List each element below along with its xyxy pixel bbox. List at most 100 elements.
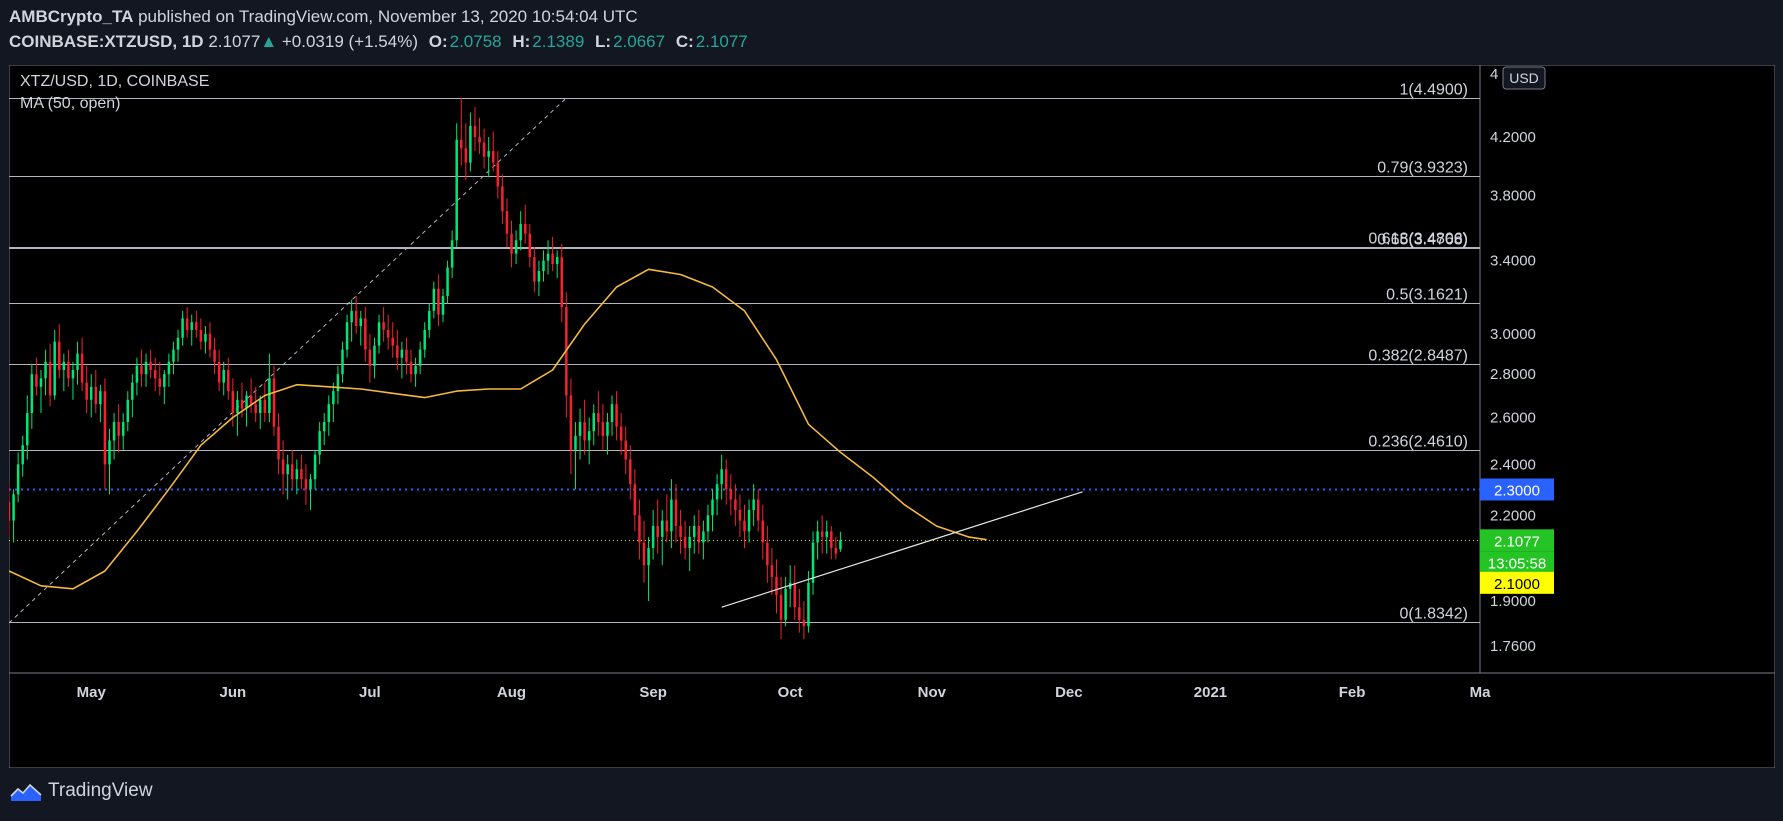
candle-body	[779, 594, 783, 620]
candle-body	[542, 260, 545, 272]
x-tick-label: Oct	[778, 684, 803, 701]
candle-body	[537, 271, 541, 282]
candle-body	[121, 422, 125, 436]
fib-level-label: 0.79(3.9323)	[1377, 160, 1468, 177]
chart-title: XTZ/USD, 1D, COINBASE	[20, 73, 209, 90]
high-label: H:	[512, 32, 531, 51]
open-value: 2.0758	[449, 32, 502, 51]
price-tag-bg	[1480, 529, 1554, 552]
trendline-line	[721, 491, 1083, 608]
x-tick-label: 2021	[1194, 684, 1227, 701]
fib-level-label: 0.382(2.8487)	[1368, 348, 1468, 365]
candle-body	[756, 499, 760, 521]
time-axis[interactable]: May Jun Jul Aug Sep Oct Nov Dec 2021 Feb Ma	[77, 684, 1491, 701]
candle-body	[322, 422, 326, 432]
candle-body	[482, 142, 486, 157]
currency-label[interactable]: USD	[1509, 70, 1539, 86]
candle-body	[487, 151, 490, 157]
candle-body	[12, 494, 15, 521]
candle-body	[555, 257, 559, 265]
candle-body	[569, 395, 573, 450]
candle-body	[510, 233, 513, 254]
candle-body	[117, 422, 120, 436]
candle-body	[642, 542, 646, 566]
candle-body	[89, 386, 93, 400]
candle-body	[341, 349, 344, 375]
candle-body	[624, 440, 627, 460]
candle-body	[172, 349, 175, 362]
candle-body	[670, 499, 673, 532]
candle-body	[181, 318, 184, 338]
x-tick-label: Nov	[918, 684, 947, 701]
x-tick-label: Feb	[1339, 684, 1366, 701]
candle-body	[313, 454, 317, 480]
candle-body	[460, 139, 463, 149]
candle-body	[373, 345, 376, 366]
last-price: 2.1077	[208, 32, 261, 51]
price-tag-label: 13:05:58	[1488, 555, 1546, 572]
symbol-label: COINBASE:XTZUSD, 1D	[9, 32, 204, 51]
candle-body	[455, 139, 458, 241]
candlestick-series	[9, 97, 1480, 640]
candle-body	[551, 253, 554, 265]
candle-body	[386, 329, 390, 338]
price-chart[interactable]: 1(4.4900) 0.79(3.9323) 0.618(3.4806)0.65(3…	[9, 65, 1775, 768]
candle-body	[336, 374, 340, 392]
candle-body	[240, 399, 244, 409]
candle-body	[683, 536, 687, 549]
fib-level-label: 0.618(3.4806)	[1368, 231, 1468, 248]
candle-body	[501, 186, 504, 212]
candle-body	[661, 520, 664, 537]
candle-body	[236, 399, 239, 414]
candle-body	[400, 349, 404, 358]
candle-body	[546, 253, 550, 261]
close-label: C:	[675, 32, 694, 51]
candle-body	[715, 484, 719, 500]
candle-body	[702, 531, 705, 543]
candle-body	[259, 399, 262, 414]
candle-body	[802, 619, 806, 627]
price-axis[interactable]: 4.2000 3.8000 3.4000 3.0000 2.8000 2.6000 2.40…	[1490, 129, 1536, 655]
candle-body	[752, 499, 755, 510]
candle-body	[39, 378, 43, 387]
candle-body	[770, 565, 774, 577]
publish-info: AMBCrypto_TA published on TradingView.co…	[9, 7, 638, 27]
candle-body	[798, 607, 801, 620]
currency-button[interactable]	[1502, 66, 1546, 90]
candle-body	[377, 322, 381, 346]
up-arrow-icon: ▲	[260, 32, 278, 51]
candle-body	[414, 365, 417, 375]
candle-body	[149, 361, 152, 371]
y-tick-label: 3.8000	[1490, 188, 1536, 205]
candle-body	[195, 322, 198, 330]
candle-body	[615, 404, 618, 427]
candle-body	[112, 422, 116, 441]
candle-body	[272, 378, 276, 427]
x-tick-label: Jul	[359, 684, 381, 701]
candle-body	[327, 404, 331, 423]
candle-body	[578, 422, 582, 436]
candle-body	[679, 525, 682, 537]
y-tick-label: 1.7600	[1490, 638, 1536, 655]
candle-body	[35, 374, 38, 387]
candle-body	[16, 464, 20, 495]
candle-body	[638, 515, 641, 543]
candle-body	[629, 459, 632, 485]
candle-body	[533, 257, 536, 282]
candle-body	[354, 310, 358, 327]
candle-body	[57, 341, 61, 371]
tradingview-brand[interactable]: TradingView	[10, 780, 153, 802]
candle-body	[574, 435, 577, 450]
fibonacci-levels[interactable]: 1(4.4900) 0.79(3.9323) 0.618(3.4806)0.65(3…	[9, 82, 1480, 624]
candle-body	[213, 349, 216, 362]
trendline[interactable]	[721, 491, 1083, 608]
candle-body	[473, 125, 477, 137]
author-name[interactable]: AMBCrypto_TA	[9, 7, 134, 26]
indicator-legend[interactable]: MA (50, open)	[20, 95, 121, 112]
candle-body	[446, 267, 449, 297]
candle-body	[720, 469, 723, 485]
candle-body	[48, 361, 52, 396]
y-tick-label: 1.9000	[1490, 593, 1536, 610]
candle-body	[738, 509, 742, 521]
candle-body	[469, 125, 472, 163]
